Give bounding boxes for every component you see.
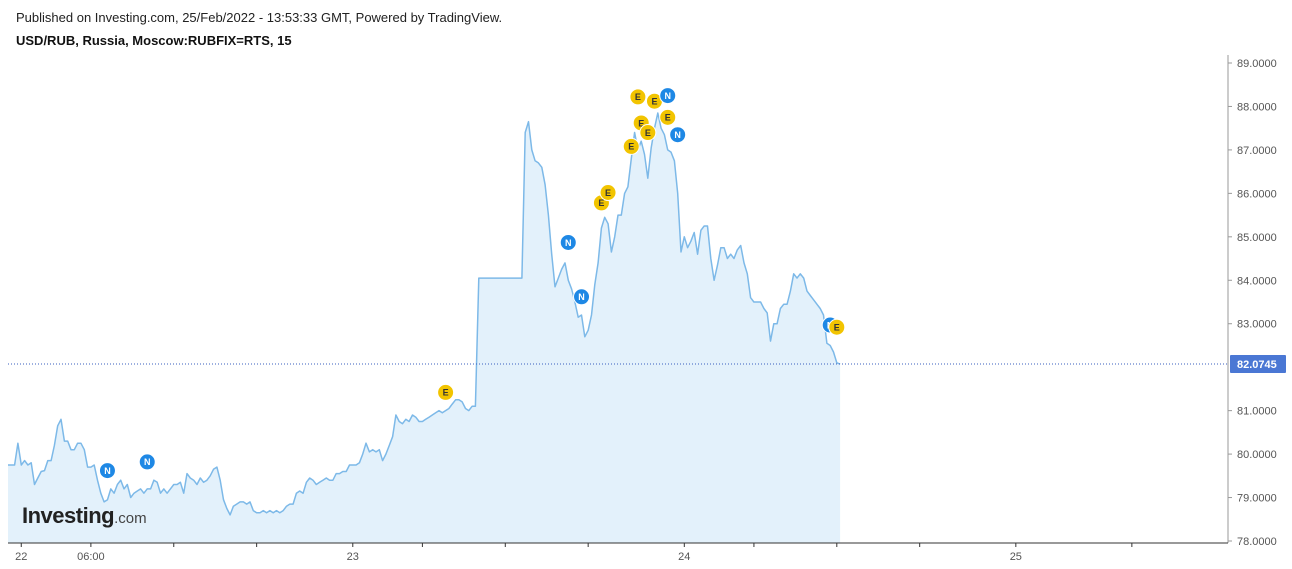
event-marker-circle: [622, 137, 640, 155]
last-price-badge: [1230, 354, 1286, 373]
economic-event-marker[interactable]: E: [437, 383, 455, 401]
x-tick-label: 23: [347, 551, 359, 563]
last-price-label: 82.0745: [1237, 359, 1277, 371]
price-area-group: [8, 112, 841, 543]
news-event-marker[interactable]: N: [138, 453, 156, 471]
event-marker-letter: E: [628, 142, 634, 152]
y-tick-label: 79.0000: [1237, 493, 1277, 505]
economic-event-marker[interactable]: E: [622, 137, 640, 155]
event-marker-circle: [138, 453, 156, 471]
x-tick-label: 25: [1010, 551, 1022, 563]
investing-logo: Investing.com: [22, 503, 147, 529]
y-tick-label: 81.0000: [1237, 406, 1277, 418]
series-area-fill: [8, 113, 841, 543]
event-marker-circle: [629, 88, 647, 106]
published-caption: Published on Investing.com, 25/Feb/2022 …: [16, 10, 503, 25]
y-tick-label: 84.0000: [1237, 275, 1277, 287]
economic-event-marker[interactable]: E: [629, 88, 647, 106]
economic-event-marker[interactable]: E: [639, 124, 657, 142]
event-marker-circle: [639, 124, 657, 142]
event-marker-letter: N: [578, 292, 585, 302]
y-tick-label: 78.0000: [1237, 536, 1277, 548]
y-tick-label: 86.0000: [1237, 188, 1277, 200]
x-tick-label: 24: [678, 551, 690, 563]
news-event-marker[interactable]: N: [669, 126, 687, 144]
event-marker-letter: E: [645, 128, 651, 138]
y-tick-label: 89.0000: [1237, 58, 1277, 70]
news-event-marker[interactable]: N: [98, 462, 116, 480]
event-marker-letter: E: [635, 92, 641, 102]
event-marker-circle: [559, 233, 577, 251]
event-marker-circle: [669, 126, 687, 144]
economic-event-marker[interactable]: E: [659, 108, 677, 126]
event-marker-letter: E: [651, 97, 657, 107]
news-event-marker[interactable]: N: [659, 87, 677, 105]
event-marker-circle: [828, 318, 846, 336]
event-marker-letter: N: [674, 130, 681, 140]
event-marker-circle: [659, 108, 677, 126]
event-marker-letter: N: [144, 457, 151, 467]
news-event-marker[interactable]: N: [573, 288, 591, 306]
x-tick-label: 06:00: [77, 551, 105, 563]
y-tick-label: 80.0000: [1237, 449, 1277, 461]
logo-main-text: Investing: [22, 503, 115, 528]
event-marker-letter: E: [665, 113, 671, 123]
y-tick-label: 85.0000: [1237, 232, 1277, 244]
axes-group: 89.0000 88.0000 87.0000 86.0000 85.0000 84.00…: [8, 55, 1277, 563]
event-marker-letter: N: [104, 466, 111, 476]
news-event-marker[interactable]: N: [559, 233, 577, 251]
event-marker-circle: [599, 183, 617, 201]
event-marker-letter: E: [834, 323, 840, 333]
y-tick-label: 88.0000: [1237, 101, 1277, 113]
event-marker-circle: [98, 462, 116, 480]
event-marker-letter: E: [605, 188, 611, 198]
symbol-title: USD/RUB, Russia, Moscow:RUBFIX=RTS, 15: [16, 33, 292, 48]
event-marker-circle: [659, 87, 677, 105]
event-marker-letter: E: [598, 198, 604, 208]
x-tick-label: 22: [15, 551, 27, 563]
economic-event-marker[interactable]: E: [599, 183, 617, 201]
event-markers-group[interactable]: NNENNEEEEEEENENNE: [98, 87, 846, 480]
event-marker-letter: N: [565, 238, 572, 248]
event-marker-letter: E: [638, 118, 644, 128]
logo-suffix-text: .com: [114, 510, 147, 527]
series-line: [8, 112, 841, 516]
last-price-group: 82.0745: [8, 354, 1286, 373]
event-marker-letter: E: [443, 388, 449, 398]
event-marker-letter: N: [664, 91, 671, 101]
economic-event-marker[interactable]: E: [828, 318, 846, 336]
event-marker-circle: [437, 383, 455, 401]
y-tick-label: 83.0000: [1237, 319, 1277, 331]
event-marker-circle: [573, 288, 591, 306]
y-tick-label: 87.0000: [1237, 145, 1277, 157]
